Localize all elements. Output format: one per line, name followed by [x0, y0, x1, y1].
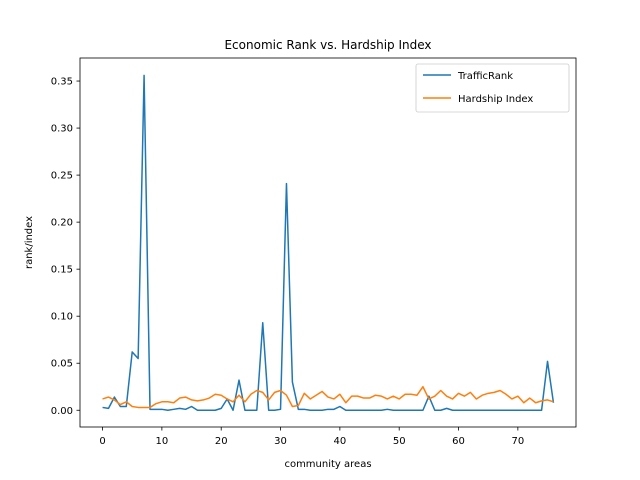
y-tick-label: 0.20 [51, 218, 73, 229]
x-tick-label: 40 [333, 436, 346, 447]
x-tick-label: 10 [156, 436, 169, 447]
y-tick-label: 0.25 [51, 171, 73, 182]
legend-box [415, 63, 570, 113]
y-axis-label: rank/index [24, 216, 35, 269]
x-tick-label: 0 [99, 436, 105, 447]
series-lines [102, 74, 555, 412]
y-tick-label: 0.00 [51, 406, 73, 417]
legend-label-hardship-index: Hardship Index [458, 94, 533, 105]
x-tick-label: 20 [215, 436, 228, 447]
plot-area [80, 58, 576, 427]
y-tick-label: 0.10 [51, 312, 73, 323]
x-tick-label: 30 [274, 436, 287, 447]
x-axis-ticks: 0 10 20 30 40 50 60 70 [99, 427, 524, 447]
legend: TrafficRank Hardship Index [415, 63, 570, 113]
series-line-hardship-index [102, 385, 554, 409]
axes-frame [79, 57, 577, 428]
series-line-trafficrank [102, 74, 555, 412]
x-axis-label: community areas [284, 459, 371, 470]
x-tick-label: 60 [452, 436, 465, 447]
y-axis-ticks: 0.00 0.05 0.10 0.15 0.20 0.25 0.30 0.35 [51, 77, 80, 417]
legend-label-trafficrank: TrafficRank [457, 71, 513, 82]
y-tick-label: 0.35 [51, 77, 73, 88]
chart-title: Economic Rank vs. Hardship Index [224, 38, 431, 52]
y-tick-label: 0.05 [51, 359, 73, 370]
x-tick-label: 50 [393, 436, 406, 447]
y-tick-label: 0.30 [51, 124, 73, 135]
y-tick-label: 0.15 [51, 265, 73, 276]
x-tick-label: 70 [511, 436, 524, 447]
